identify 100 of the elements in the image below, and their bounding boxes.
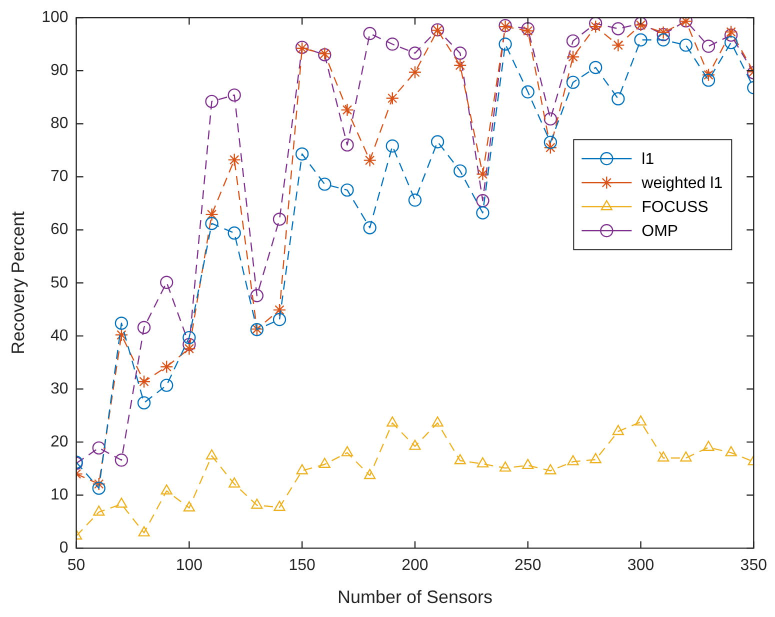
point xyxy=(228,226,241,240)
point xyxy=(634,33,648,46)
point xyxy=(724,36,738,50)
point xyxy=(160,484,172,494)
point xyxy=(114,328,128,342)
y-tick-label: 20 xyxy=(50,433,68,450)
point xyxy=(724,25,738,39)
point xyxy=(566,76,580,89)
point xyxy=(498,38,512,51)
y-axis-title: Recovery Percent xyxy=(8,211,28,354)
point xyxy=(250,289,264,302)
point xyxy=(566,50,580,64)
point xyxy=(205,216,218,230)
point xyxy=(340,103,354,117)
point xyxy=(408,46,422,60)
point xyxy=(183,501,195,512)
y-tick-label: 80 xyxy=(50,115,68,132)
point xyxy=(386,139,399,153)
point xyxy=(702,40,716,53)
legend-label: OMP xyxy=(642,223,678,240)
point xyxy=(341,446,354,456)
point xyxy=(160,378,174,392)
point xyxy=(658,451,670,462)
point xyxy=(680,451,692,462)
point xyxy=(612,424,624,436)
point xyxy=(702,68,716,82)
point xyxy=(566,34,580,48)
point xyxy=(363,154,376,167)
x-tick-label: 150 xyxy=(288,557,316,574)
point xyxy=(92,441,106,455)
point xyxy=(340,138,354,152)
point xyxy=(92,477,106,491)
point xyxy=(544,140,558,154)
point xyxy=(205,208,218,222)
y-tick-label: 50 xyxy=(50,274,68,292)
point xyxy=(544,112,558,126)
point xyxy=(499,461,512,472)
point xyxy=(182,342,196,356)
point xyxy=(340,183,354,197)
y-tick-label: 90 xyxy=(50,62,68,80)
legend-label: l1 xyxy=(642,151,654,168)
point xyxy=(295,147,309,161)
x-tick-label: 200 xyxy=(402,557,428,574)
point xyxy=(116,498,128,508)
point xyxy=(296,464,308,474)
point xyxy=(589,20,602,34)
point xyxy=(318,178,332,191)
point xyxy=(272,312,286,326)
point xyxy=(137,374,151,388)
y-tick-label: 100 xyxy=(42,9,68,26)
point xyxy=(228,88,241,102)
point xyxy=(454,454,466,464)
point xyxy=(454,46,467,60)
point xyxy=(386,92,399,105)
x-tick-label: 300 xyxy=(627,557,654,574)
point xyxy=(409,440,421,450)
y-tick-label: 10 xyxy=(50,486,68,504)
point xyxy=(138,526,150,536)
point xyxy=(725,446,737,456)
point xyxy=(634,415,647,426)
point xyxy=(454,58,467,72)
point xyxy=(612,22,625,36)
x-axis-title: Number of Sensors xyxy=(337,587,493,608)
point xyxy=(363,26,376,40)
point xyxy=(724,28,738,42)
x-tick-label: 100 xyxy=(176,557,203,574)
point xyxy=(114,316,128,330)
point xyxy=(521,85,534,98)
point xyxy=(228,153,241,166)
y-tick-label: 30 xyxy=(50,380,68,398)
y-tick-label: 60 xyxy=(50,221,68,238)
point xyxy=(318,458,330,468)
point xyxy=(182,338,196,352)
point xyxy=(274,500,286,511)
x-tick-label: 350 xyxy=(740,557,768,574)
point xyxy=(272,212,286,226)
y-tick-label: 70 xyxy=(50,168,68,186)
point xyxy=(228,477,240,488)
point xyxy=(612,92,625,106)
point xyxy=(160,360,174,374)
point xyxy=(182,330,196,344)
legend-label: weighted l1 xyxy=(640,175,723,192)
y-tick-label: 40 xyxy=(50,327,68,344)
x-tick-label: 250 xyxy=(514,557,542,574)
point xyxy=(544,464,556,474)
point xyxy=(386,38,399,51)
point xyxy=(137,320,151,334)
point xyxy=(544,136,558,149)
point xyxy=(656,33,670,46)
point xyxy=(476,194,490,208)
point xyxy=(206,449,218,460)
point xyxy=(93,506,105,516)
point xyxy=(567,455,579,466)
point xyxy=(476,457,489,468)
point xyxy=(679,38,693,52)
point xyxy=(430,135,444,148)
point xyxy=(476,168,490,181)
point xyxy=(364,468,376,480)
x-tick-label: 50 xyxy=(67,557,86,574)
point xyxy=(612,38,625,52)
